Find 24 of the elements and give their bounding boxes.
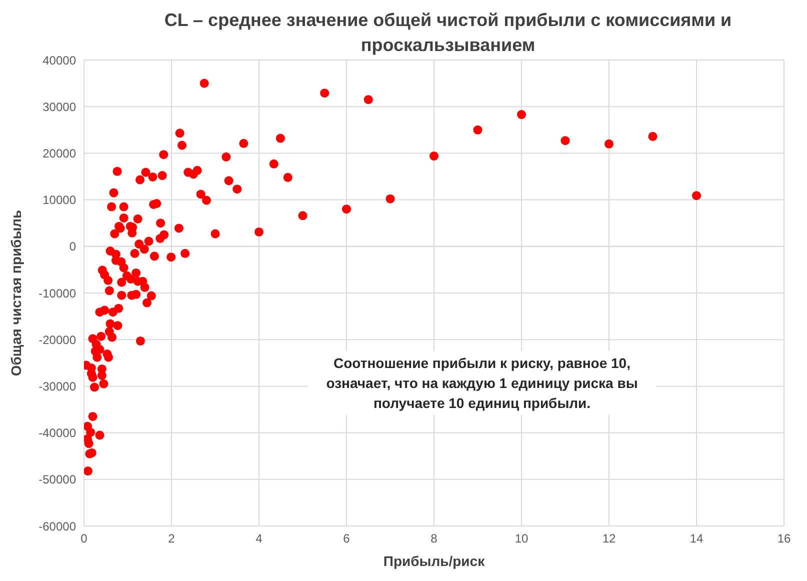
annotation: Соотношение прибыли к риску, равное 10, означает, что на каждую 1 единицу риска вы получаете 10 единиц прибыли. xyxy=(308,351,656,415)
x-tick-label: 16 xyxy=(777,532,791,546)
y-tick-label: -30000 xyxy=(38,379,76,394)
x-axis-title: Прибыль/риск xyxy=(383,553,486,569)
y-axis-title: Общая чистая прибыль xyxy=(8,209,24,376)
x-tick-label: 14 xyxy=(690,532,704,546)
y-tick-label: 10000 xyxy=(42,193,76,208)
y-tick-label: -40000 xyxy=(38,426,76,440)
x-tick-label: 12 xyxy=(602,532,616,546)
chart-title: CL – среднее значение общей чистой прибыли с комиссиями и проскальзыванием xyxy=(163,9,733,57)
x-tick-label: 6 xyxy=(343,532,350,546)
y-tick-label: 40000 xyxy=(42,53,76,68)
x-tick-label: 10 xyxy=(514,532,528,546)
y-tick-label: 0 xyxy=(69,240,76,254)
x-tick-label: 4 xyxy=(256,532,263,546)
x-tick-label: 8 xyxy=(430,532,438,546)
y-tick-label: -10000 xyxy=(38,286,76,300)
y-tick-label: 30000 xyxy=(42,100,76,114)
x-tick-label: 0 xyxy=(80,532,88,546)
y-tick-label: -50000 xyxy=(38,472,76,487)
x-tick-label: 2 xyxy=(168,532,176,546)
y-tick-label: -60000 xyxy=(38,519,76,534)
y-tick-label: -20000 xyxy=(38,332,76,347)
y-tick-label: 20000 xyxy=(42,146,76,160)
